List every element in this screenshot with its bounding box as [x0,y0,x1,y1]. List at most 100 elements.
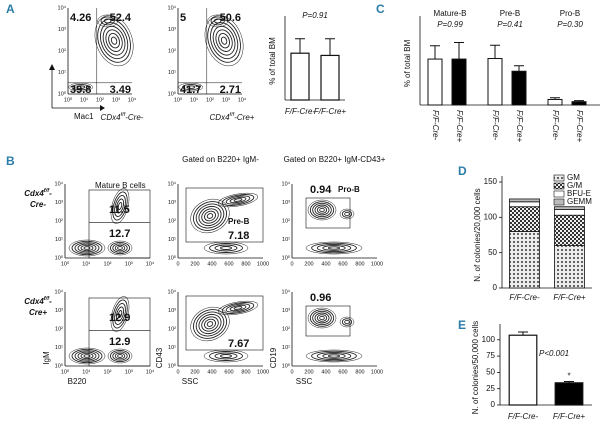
p-value: P<0.001 [539,349,569,358]
y-tick-label: 10² [55,326,63,332]
y-tick-label: 10⁴ [168,288,177,295]
quadrant-value: 3.49 [110,84,131,96]
contour [229,304,247,312]
x-tick-label: F/F-Cre- [551,110,560,141]
contour [109,349,131,363]
y-tick-label: 10³ [55,308,63,314]
contour [314,312,330,324]
y-tick-label: 10² [168,218,176,224]
x-tick-label: 400 [321,369,330,375]
contour [212,25,236,56]
gate-label: Pre-B [228,217,250,226]
legend-label: G/M [567,181,582,190]
genotype-sup: f/f [44,296,50,302]
bar-segment [509,201,540,208]
genotype-label: CDx4f/f-Cre- [101,112,144,122]
quadrant-value: 4.26 [70,12,91,24]
p-value: P=0.41 [497,20,523,29]
contour [103,18,112,24]
contour [229,196,247,204]
bar-segment [509,206,540,232]
contour [233,198,243,202]
contour [309,201,335,219]
column-heading: Gated on B220+ IgM- [182,155,259,164]
contour [71,348,103,364]
y-tick-label: 10¹ [168,345,176,351]
gate [185,187,264,243]
y-tick-label: 10⁰ [168,90,177,97]
bar [511,70,527,106]
bar-segment [509,231,540,289]
x-tick-label: 200 [304,261,313,267]
p-value: P=0.30 [557,20,583,29]
genotype-sup: f/f [121,112,127,118]
gate-value: 11.5 [109,204,130,216]
x-tick-label: F/F-Cre- [285,107,316,116]
legend-swatch [553,190,565,198]
contour [117,310,123,318]
contour [109,241,131,255]
contour [110,36,118,45]
panel-label: D [458,164,467,178]
y-axis-label: % of total BM [268,37,277,85]
column-heading: Gated on B220+ IgM-CD43+ [284,155,386,164]
error-bar [430,45,440,60]
y-tick-label: 10³ [168,27,176,33]
x-tick-label: 10¹ [82,369,90,375]
x-tick-label: 0 [290,369,293,375]
x-tick-label: 10⁴ [146,260,155,267]
genotype-label: Cdx4f/f- [24,296,52,306]
panel-label: E [458,318,466,332]
x-tick-label: 10³ [112,97,120,103]
x-tick-label: 10² [206,97,214,103]
contour [307,199,337,221]
contour [319,207,325,213]
x-tick-label: 0 [176,261,179,267]
gate [305,197,351,229]
contour [110,296,130,332]
legend-swatch [553,174,565,182]
x-tick-label: 1000 [257,261,269,267]
x-tick-label: F/F-Cre- [431,110,440,141]
y-tick-label: 10³ [58,27,66,33]
contour [77,351,97,361]
bar [571,101,587,106]
contour [341,210,353,218]
y-axis-label: N. of colonies/50,000 cells [471,321,480,414]
x-tick-label: 200 [190,369,199,375]
x-tick-label: 10² [96,97,104,103]
x-tick-label: 600 [338,261,347,267]
x-tick-label: 10¹ [80,97,88,103]
contour [105,29,123,52]
legend-label: GEMM [567,197,592,206]
contour [97,18,131,63]
contour [309,309,335,327]
contour [327,246,341,250]
x-tick-label: 10¹ [82,261,90,267]
group-label: Mature-B [434,9,467,18]
gate [185,295,264,351]
genotype-dash: -Cre- [125,113,144,122]
bar-segment [554,206,585,210]
y-tick-label: 10¹ [58,70,66,76]
gate-label: Mature B cells [95,181,146,190]
contour [182,84,200,91]
axis-label: SSC [182,377,199,386]
y-tick-label: 10⁰ [168,362,177,369]
x-tick-label: 10³ [125,261,133,267]
contour [210,16,225,26]
y-tick-label: 10⁰ [58,90,67,97]
quadrant-value: 5 [180,12,186,24]
contour [83,354,91,358]
contour [311,350,357,362]
y-tick-label: 10⁰ [55,362,64,369]
y-tick-label: 100 [484,212,498,221]
contour [209,351,243,361]
contour [209,243,243,253]
contour [112,191,128,221]
contour [316,206,328,214]
x-tick-label: F/F-Cre+ [553,412,586,421]
contour [178,82,204,92]
